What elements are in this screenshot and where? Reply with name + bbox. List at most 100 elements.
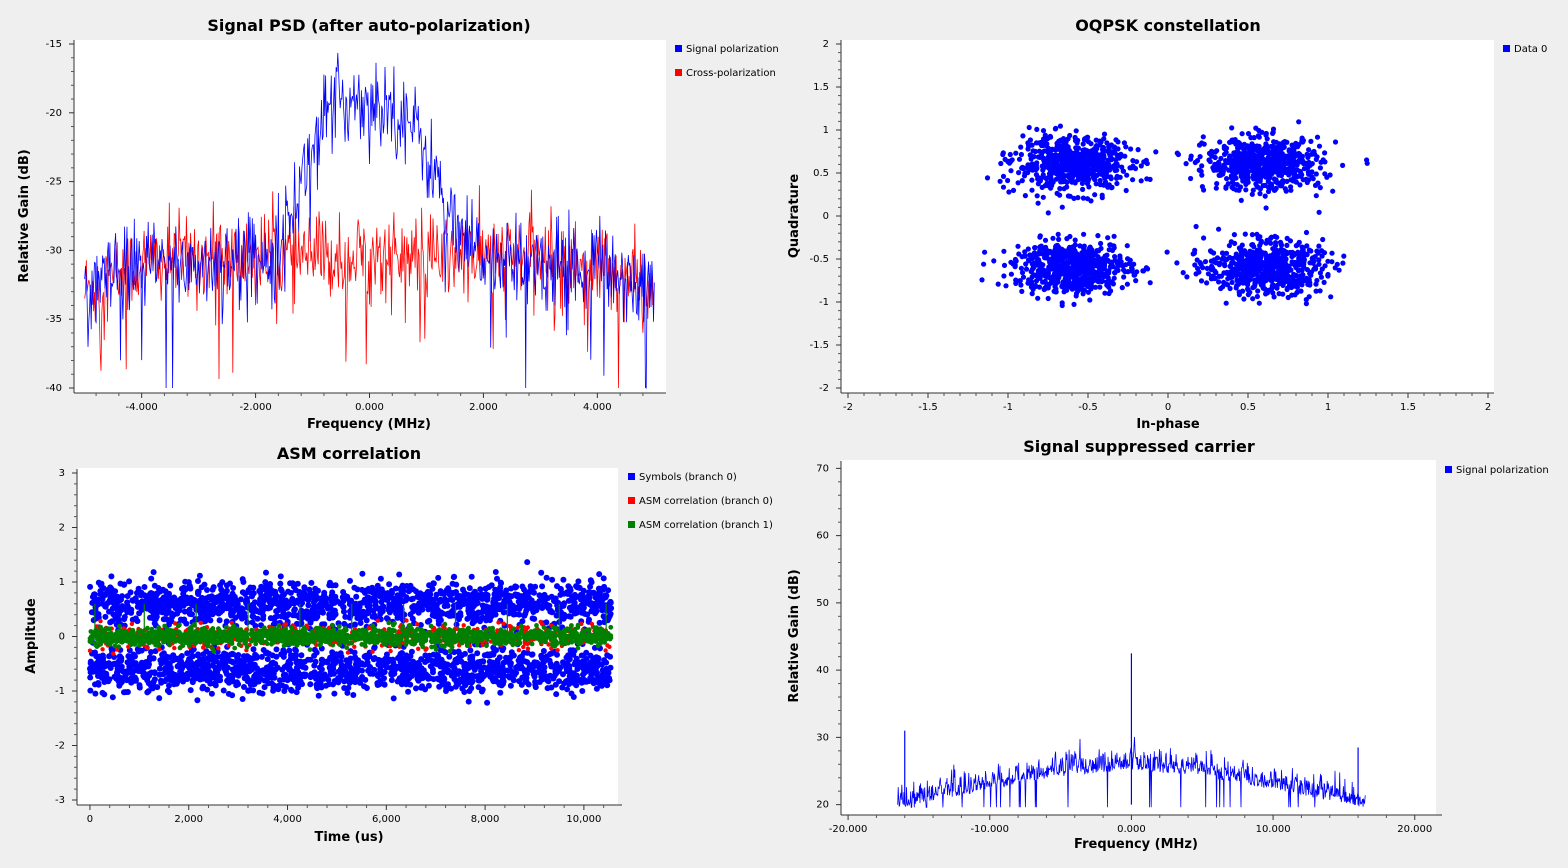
asm-symbol-point	[305, 602, 312, 609]
asm-symbol-point	[485, 608, 492, 615]
constellation-point	[1001, 273, 1007, 279]
asm-symbol-point	[405, 588, 412, 595]
asm-symbol-point	[217, 598, 224, 605]
constellation-point	[1284, 249, 1290, 256]
constellation-point	[1101, 161, 1107, 167]
constellation-point	[1020, 133, 1026, 139]
constellation-point	[1304, 151, 1310, 157]
asm-symbol-point	[477, 586, 484, 593]
psd-y-tick-label: -15	[46, 39, 62, 50]
constellation-point	[1246, 253, 1252, 259]
asm-symbol-point	[519, 618, 526, 625]
constellation-point	[1061, 186, 1067, 192]
constellation-point	[1046, 282, 1052, 288]
asm-symbol-point	[181, 608, 188, 615]
constellation-point	[1183, 161, 1189, 167]
constellation-point	[1095, 161, 1101, 168]
psd-x-tick-label: 0.000	[355, 402, 384, 413]
constellation-point	[1329, 259, 1335, 265]
constellation-point	[1073, 128, 1079, 134]
constellation-point	[1036, 259, 1042, 265]
constellation-point	[1216, 226, 1222, 232]
asm-symbol-point	[493, 601, 500, 608]
constellation-point	[1031, 154, 1037, 160]
constellation-point	[1328, 294, 1334, 300]
asm-symbol-point	[397, 604, 404, 611]
constellation-point	[1044, 180, 1050, 186]
asm-symbol-point	[492, 586, 499, 593]
constellation-point	[1102, 290, 1108, 296]
constellation-point	[1256, 300, 1262, 306]
constellation-point	[1223, 250, 1230, 256]
asm-symbol-point	[165, 605, 172, 612]
asm-symbol-point	[357, 676, 364, 683]
constellation-point	[1286, 147, 1292, 153]
constellation-point	[1298, 251, 1304, 257]
constellation-point	[1289, 142, 1295, 148]
asm-symbol-point	[108, 573, 115, 580]
asm-symbol-point	[549, 576, 556, 583]
constellation-point	[1300, 137, 1306, 144]
constellation-point	[1256, 143, 1262, 149]
constellation-point	[1085, 139, 1091, 145]
constellation-point	[1270, 246, 1276, 252]
constellation-point	[1251, 244, 1257, 250]
asm-symbol-point	[492, 569, 499, 575]
constellation-legend[interactable]: Data 0	[1503, 44, 1547, 55]
asm-symbol-point	[395, 599, 402, 606]
psd-legend[interactable]: Signal polarization Cross-polarization	[675, 44, 779, 79]
asm-symbol-point	[212, 668, 219, 675]
constellation-point	[1111, 144, 1118, 150]
asm-symbol-point	[592, 603, 598, 610]
asm-symbol-point	[435, 574, 442, 581]
constellation-point	[1106, 290, 1112, 297]
constellation-point	[1252, 278, 1258, 284]
constellation-point	[1054, 267, 1060, 273]
asm-symbol-point	[207, 608, 214, 615]
asm-symbol-point	[435, 617, 442, 624]
constellation-point	[1317, 185, 1323, 191]
constellation-point	[1040, 142, 1046, 148]
constellation-point	[1294, 282, 1300, 288]
asm-symbol-point	[413, 685, 419, 692]
asm-symbol-point	[264, 589, 271, 596]
constellation-point	[1093, 181, 1099, 187]
constellation-y-tick-label: 1	[823, 125, 829, 136]
psd-chart: Signal PSD (after auto-polarization) -40…	[17, 16, 779, 432]
constellation-point	[1092, 270, 1098, 276]
constellation-point	[1268, 235, 1274, 241]
constellation-point	[1263, 240, 1269, 246]
asm-symbol-point	[176, 603, 183, 610]
constellation-point	[1283, 188, 1289, 194]
asm-symbol-point	[136, 682, 143, 689]
asm-symbol-point	[513, 604, 520, 611]
asm-symbol-point	[497, 584, 504, 591]
asm-symbol-point	[245, 587, 252, 594]
constellation-point	[1253, 181, 1259, 187]
constellation-point	[1040, 128, 1047, 134]
asm-symbol-point	[417, 622, 424, 628]
constellation-point	[1199, 163, 1205, 169]
constellation-point	[1092, 259, 1098, 266]
asm-symbol-point	[409, 595, 416, 602]
asm-symbol-point	[196, 572, 203, 579]
asm-symbol-point	[340, 604, 347, 610]
constellation-point	[1206, 157, 1212, 163]
asm-symbol-point	[528, 597, 535, 604]
constellation-point	[1085, 280, 1091, 286]
constellation-point	[1269, 278, 1275, 284]
psd-y-label: Relative Gain (dB)	[17, 149, 32, 282]
constellation-point	[1249, 232, 1255, 238]
legend-swatch-signal	[675, 45, 682, 52]
constellation-point	[1101, 273, 1107, 280]
asm-symbol-point	[341, 620, 348, 627]
constellation-point	[1255, 252, 1261, 258]
asm-symbol-point	[163, 611, 170, 617]
constellation-point	[1115, 139, 1121, 145]
constellation-point	[1045, 210, 1051, 216]
constellation-point	[1113, 157, 1119, 163]
constellation-point	[1059, 300, 1065, 306]
psd-x-tick-label: 4.000	[583, 402, 612, 413]
constellation-point	[1280, 141, 1286, 147]
constellation-point	[1233, 150, 1239, 156]
